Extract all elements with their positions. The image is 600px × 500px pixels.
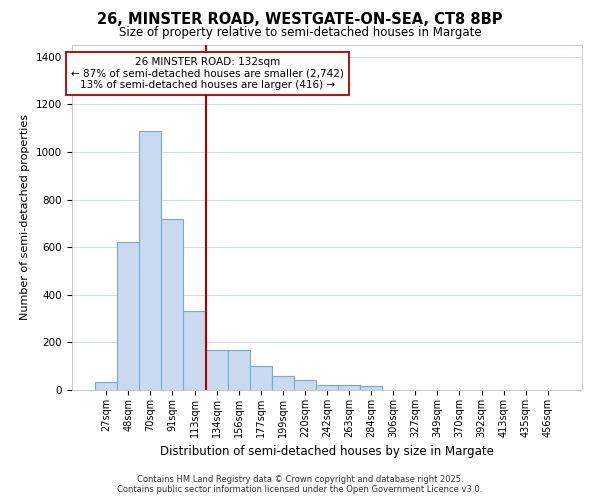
Bar <box>95 382 117 390</box>
Text: 26 MINSTER ROAD: 132sqm
← 87% of semi-detached houses are smaller (2,742)
13% of: 26 MINSTER ROAD: 132sqm ← 87% of semi-de… <box>71 57 344 90</box>
Bar <box>338 385 360 390</box>
Text: Size of property relative to semi-detached houses in Margate: Size of property relative to semi-detach… <box>119 26 481 39</box>
Bar <box>139 130 161 390</box>
Bar <box>272 376 294 390</box>
Bar <box>250 366 272 390</box>
X-axis label: Distribution of semi-detached houses by size in Margate: Distribution of semi-detached houses by … <box>160 446 494 458</box>
Text: 26, MINSTER ROAD, WESTGATE-ON-SEA, CT8 8BP: 26, MINSTER ROAD, WESTGATE-ON-SEA, CT8 8… <box>97 12 503 28</box>
Y-axis label: Number of semi-detached properties: Number of semi-detached properties <box>20 114 31 320</box>
Bar <box>360 386 382 390</box>
Text: Contains HM Land Registry data © Crown copyright and database right 2025.
Contai: Contains HM Land Registry data © Crown c… <box>118 474 482 494</box>
Bar <box>206 350 227 390</box>
Bar <box>316 385 338 390</box>
Bar <box>227 350 250 390</box>
Bar <box>117 242 139 390</box>
Bar <box>184 312 206 390</box>
Bar <box>294 380 316 390</box>
Bar <box>161 218 184 390</box>
